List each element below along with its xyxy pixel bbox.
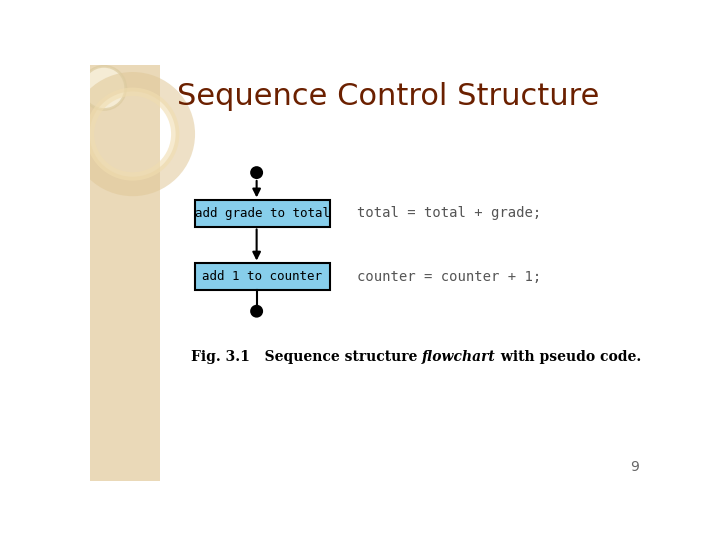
Text: Sequence Control Structure: Sequence Control Structure (177, 82, 599, 111)
Text: with pseudo code.: with pseudo code. (495, 350, 641, 364)
Text: Sequence structure: Sequence structure (250, 350, 422, 364)
Bar (90, 65, 160, 481)
Bar (194, 264, 330, 289)
Text: add grade to total: add grade to total (195, 207, 330, 220)
Circle shape (251, 306, 262, 316)
Circle shape (82, 66, 126, 110)
Text: total = total + grade;: total = total + grade; (357, 206, 541, 220)
Text: add 1 to counter: add 1 to counter (202, 270, 323, 283)
Bar (194, 200, 330, 226)
Circle shape (251, 167, 262, 178)
Text: counter = counter + 1;: counter = counter + 1; (357, 269, 541, 284)
Text: Fig. 3.1: Fig. 3.1 (191, 350, 250, 364)
Text: flowchart: flowchart (422, 350, 495, 364)
Text: 9: 9 (630, 461, 639, 475)
